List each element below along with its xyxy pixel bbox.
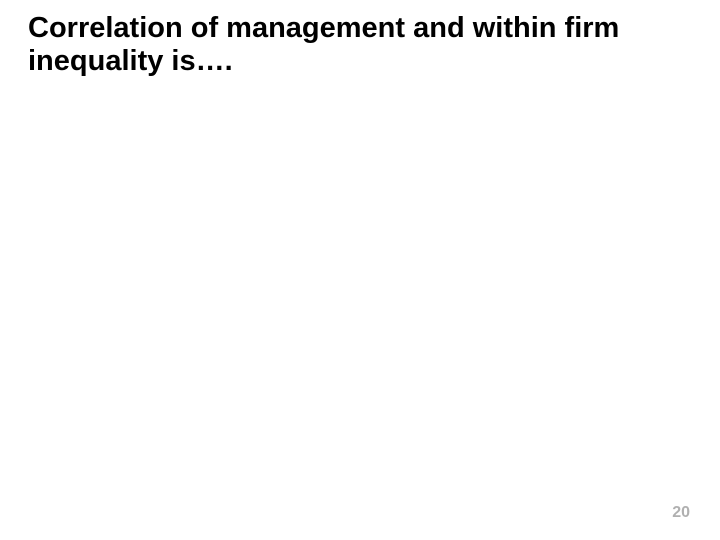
- slide: Correlation of management and within fir…: [0, 0, 720, 540]
- page-number: 20: [672, 504, 690, 522]
- slide-title: Correlation of management and within fir…: [28, 12, 692, 79]
